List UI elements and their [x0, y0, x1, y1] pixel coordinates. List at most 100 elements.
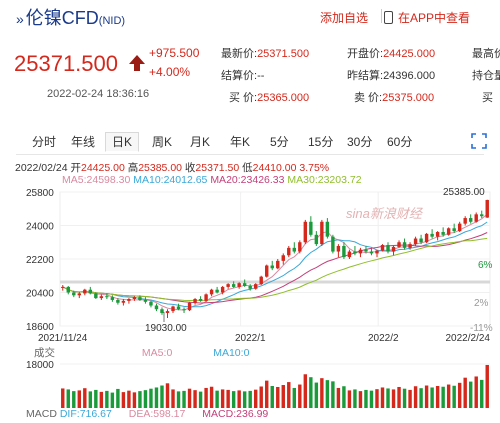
- date-tick-label: 2022/2/24: [446, 333, 491, 344]
- candle-body: [452, 228, 456, 232]
- add-favorite-button[interactable]: 添加自选: [320, 11, 369, 25]
- tab-weekly-k[interactable]: 周K: [152, 135, 173, 149]
- tab-monthly-k[interactable]: 月K: [190, 135, 211, 149]
- volume-bar: [132, 392, 137, 408]
- ma10-value: 24012.65: [163, 174, 208, 186]
- legend-high-label: 高: [127, 162, 139, 174]
- volume-bar: [424, 385, 429, 408]
- volume-bar: [99, 391, 104, 408]
- volume-bar: [171, 389, 175, 408]
- tab-5min[interactable]: 5分: [270, 135, 289, 149]
- candle: [391, 245, 396, 256]
- volume-bar: [292, 387, 297, 408]
- candle: [364, 245, 368, 254]
- candle: [380, 244, 385, 252]
- candle-body: [121, 300, 126, 303]
- tab-year-line[interactable]: 年线: [71, 135, 96, 149]
- volume-bar: [116, 388, 120, 408]
- volume-bar: [325, 380, 330, 408]
- tab-15min[interactable]: 15分: [308, 135, 334, 149]
- volume-bar: [480, 379, 484, 408]
- candle-body: [265, 265, 269, 277]
- candle-body: [99, 296, 104, 299]
- volume-bar: [358, 391, 363, 408]
- volume-bar: [342, 386, 346, 408]
- ma30-label: MA30:: [287, 174, 318, 186]
- candle: [386, 242, 390, 254]
- fullscreen-icon[interactable]: [471, 133, 487, 149]
- tab-yearly-k[interactable]: 年K: [230, 135, 251, 149]
- quote-timestamp: 2022-02-24 18:36:16: [47, 88, 150, 100]
- tab-intraday[interactable]: 分时: [32, 135, 57, 149]
- candle: [485, 199, 489, 218]
- stat-open-label: 开盘价:: [347, 48, 384, 60]
- volume-bar: [160, 385, 164, 408]
- candle: [463, 216, 467, 226]
- tab-60min[interactable]: 60分: [387, 135, 413, 149]
- candle: [270, 260, 274, 271]
- candle-body: [281, 255, 285, 261]
- volume-bar: [77, 390, 82, 408]
- candle: [237, 282, 241, 289]
- candle: [292, 242, 297, 254]
- candle-body: [66, 286, 70, 293]
- candle: [83, 288, 87, 296]
- volume-legend: 成交 MA5:0 MA10:0: [34, 345, 249, 360]
- candle: [298, 240, 302, 254]
- stat-ask-label: 卖 价:: [354, 92, 383, 104]
- kline-chart[interactable]: sina新浪财经 25800 24000 22200 20400 18600 6% 2% -…: [0, 186, 500, 423]
- price-change: +975.500: [149, 46, 200, 60]
- tab-daily-k[interactable]: 日K: [105, 132, 140, 152]
- volume-bar: [94, 389, 98, 408]
- candle-body: [176, 306, 181, 310]
- open-in-app-label: 在APP中查看: [398, 11, 471, 25]
- date-tick-label: 2022/2: [368, 333, 399, 344]
- macd-title: MACD: [26, 408, 57, 420]
- candle: [287, 245, 291, 258]
- volume-bar: [265, 380, 269, 408]
- candle-body: [375, 250, 379, 254]
- volume-bar: [198, 391, 203, 408]
- volume-bar: [402, 388, 407, 408]
- candle: [457, 221, 462, 233]
- candle-body: [485, 199, 489, 218]
- candle: [121, 299, 126, 306]
- candle: [138, 295, 142, 301]
- candle-body: [138, 297, 142, 300]
- ma30-line: [62, 237, 488, 302]
- volume-bar: [110, 392, 115, 408]
- volume-label: 成交: [34, 347, 55, 359]
- volume-bar: [303, 374, 308, 408]
- phone-icon: [384, 11, 393, 24]
- candle-body: [127, 299, 131, 301]
- volume-bar: [397, 386, 401, 408]
- candle: [309, 216, 313, 237]
- candle: [419, 234, 423, 245]
- candle-body: [331, 236, 335, 252]
- candle: [99, 294, 104, 300]
- stat-high-label: 最高价: [472, 48, 500, 60]
- candle-body: [77, 293, 82, 296]
- candle: [430, 229, 434, 239]
- macd-dea-value: 598.17: [153, 408, 186, 420]
- percent-axis: 6%2%-11%-2%: [470, 260, 493, 334]
- stat-bid-label: 买 价:: [229, 92, 258, 104]
- candle-body: [325, 221, 330, 237]
- volume-bar: [253, 389, 258, 408]
- candle: [176, 303, 181, 311]
- open-in-app-button[interactable]: 在APP中查看: [384, 9, 470, 26]
- header-divider: [381, 9, 382, 23]
- candle-body: [430, 233, 434, 237]
- volume-bar: [270, 386, 274, 408]
- candle: [72, 290, 76, 298]
- ma5-label: MA5:: [62, 174, 87, 186]
- stat-prev-settle-value: 24396.000: [383, 70, 436, 82]
- candle: [413, 236, 418, 246]
- volume-bar: [375, 389, 379, 408]
- candle-body: [320, 221, 324, 245]
- tab-30min[interactable]: 30分: [347, 135, 373, 149]
- candle-body: [72, 292, 76, 296]
- candle: [77, 291, 82, 299]
- candle: [480, 210, 484, 219]
- candle-body: [391, 246, 396, 252]
